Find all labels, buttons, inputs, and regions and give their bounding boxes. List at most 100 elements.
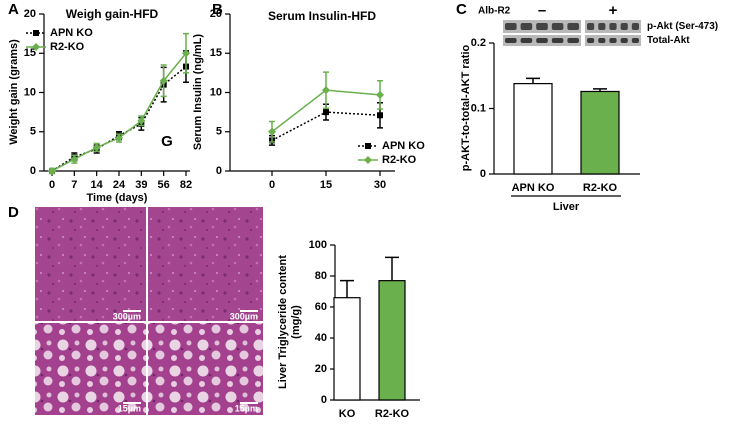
y-tick-label: 15 — [24, 47, 36, 59]
x-tick-label: 15 — [320, 179, 332, 191]
x-tick-label: 7 — [71, 179, 77, 191]
lane-label: – — [538, 2, 546, 19]
panel-label: A — [8, 1, 19, 18]
y-tick-label: 20 — [315, 363, 327, 375]
blot-band — [620, 38, 628, 43]
histology-image — [148, 207, 263, 321]
lane-label: + — [609, 2, 618, 19]
blot-band — [620, 23, 628, 30]
scale-label: 15µm — [235, 403, 258, 413]
y-tick-label: 40 — [315, 332, 327, 344]
blot-band — [587, 38, 595, 43]
legend-marker — [365, 143, 371, 149]
x-axis-label: Time (days) — [87, 192, 148, 204]
panel-label: B — [212, 1, 223, 18]
legend-label: APN KO — [382, 140, 425, 152]
data-point — [159, 76, 168, 85]
x-tick-label: 24 — [113, 179, 126, 191]
legend-marker — [33, 30, 39, 36]
chart-title: Serum Insulin-HFD — [268, 9, 376, 23]
blot-band — [631, 38, 639, 43]
legend-marker — [32, 43, 40, 51]
x-tick-label: KO — [339, 408, 356, 420]
bar — [378, 280, 406, 401]
legend-label: R2-KO — [382, 154, 417, 166]
histology-images — [35, 207, 263, 415]
y-axis-label: Serum Insulin (ng/mL) — [192, 34, 204, 150]
blot-band — [520, 23, 533, 30]
x-tick-label: R2-KO — [375, 408, 410, 420]
data-point — [376, 90, 384, 99]
y-axis-label: Liver Triglyceride content — [277, 255, 289, 389]
x-tick-label: 0 — [49, 179, 55, 191]
data-point — [70, 155, 79, 164]
scale-label: 300µm — [230, 311, 258, 321]
x-tick-label: 56 — [158, 179, 170, 191]
x-tick-label: APN KO — [512, 182, 555, 194]
blot-band — [551, 23, 564, 30]
bar — [513, 83, 553, 175]
y-tick-label: 10 — [210, 86, 222, 98]
y-axis-label: p-AKT-to-total-AKT ratio — [460, 44, 472, 171]
group-label: Liver — [553, 201, 580, 213]
y-tick-label: 15 — [210, 47, 222, 59]
legend-label: APN KO — [50, 27, 93, 39]
x-tick-label: R2-KO — [583, 182, 618, 194]
data-point — [182, 49, 190, 58]
y-tick-label: 80 — [315, 270, 327, 282]
x-tick-label: 0 — [269, 179, 275, 191]
blot-band — [520, 38, 533, 43]
y-axis-label: (mg/g) — [290, 305, 302, 339]
data-point — [268, 127, 276, 136]
bar — [333, 297, 361, 401]
panel-label: C — [456, 1, 467, 18]
band-label: p-Akt (Ser-473) — [647, 21, 718, 32]
data-point — [377, 112, 383, 119]
data-point — [322, 86, 330, 95]
blot-band — [567, 38, 579, 43]
blot-band — [598, 38, 606, 43]
x-tick-label: 82 — [180, 179, 192, 191]
data-point — [92, 143, 101, 152]
scale-label: 300µm — [113, 311, 141, 321]
y-tick-label: 0.2 — [471, 37, 486, 49]
y-tick-label: 60 — [315, 301, 327, 313]
data-point — [115, 134, 123, 143]
blot-band — [551, 38, 564, 43]
scale-label: 15µm — [118, 403, 141, 413]
blot-band — [598, 23, 606, 30]
legend-label: R2-KO — [50, 41, 85, 53]
y-tick-label: 0 — [30, 165, 36, 177]
histology-image — [35, 323, 146, 415]
histology-image — [35, 207, 146, 321]
legend-marker — [364, 156, 372, 164]
blot-band — [536, 38, 548, 43]
y-tick-label: 0.1 — [471, 102, 486, 114]
histology-image — [148, 323, 263, 415]
y-tick-label: 0 — [480, 168, 486, 180]
error-bar — [385, 256, 399, 281]
x-tick-label: 14 — [91, 179, 104, 191]
y-tick-label: 0 — [321, 394, 327, 406]
blot-band — [567, 23, 579, 30]
x-tick-label: 30 — [374, 179, 386, 191]
blot-band — [505, 38, 517, 43]
y-tick-label: 5 — [30, 126, 36, 138]
blot-band — [609, 38, 617, 43]
blot-band — [505, 23, 517, 30]
y-tick-label: 100 — [309, 239, 327, 251]
x-tick-label: 39 — [135, 179, 147, 191]
y-tick-label: 5 — [216, 126, 222, 138]
y-axis-label: Weight gain (grams) — [8, 39, 20, 145]
y-tick-label: 0 — [216, 165, 222, 177]
blot-band — [587, 23, 595, 30]
data-point — [48, 167, 56, 175]
y-tick-label: 20 — [24, 8, 36, 20]
y-tick-label: 10 — [24, 86, 36, 98]
band-label: Total-Akt — [647, 35, 690, 46]
panel-label: D — [8, 204, 19, 221]
error-bar — [526, 77, 540, 84]
data-point — [137, 116, 146, 125]
blot-label: Alb-R2 — [478, 6, 511, 17]
